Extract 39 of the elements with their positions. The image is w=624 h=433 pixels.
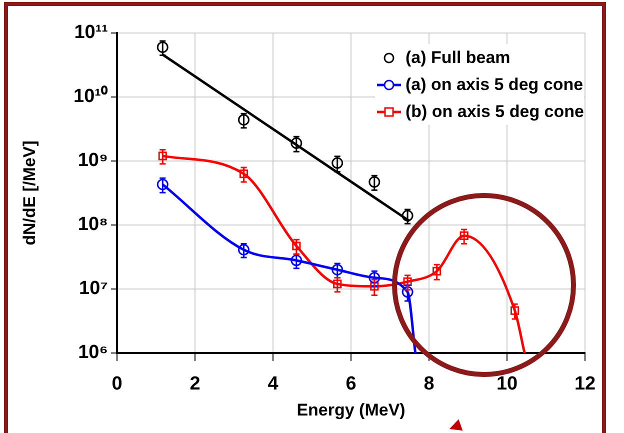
point bbox=[370, 282, 379, 291]
point bbox=[290, 254, 302, 266]
point bbox=[402, 286, 414, 298]
point bbox=[156, 41, 168, 53]
x-tick-label: 6 bbox=[346, 374, 356, 395]
x-tick-label: 2 bbox=[190, 374, 200, 395]
legend-label: (a) Full beam bbox=[405, 48, 510, 68]
y-tick-label: 10⁶ bbox=[78, 342, 108, 364]
point bbox=[332, 157, 344, 169]
x-tick-label: 8 bbox=[424, 374, 434, 395]
x-tick-label: 0 bbox=[112, 374, 122, 395]
legend-label: (a) on axis 5 deg cone bbox=[405, 74, 584, 94]
point bbox=[238, 244, 250, 256]
point bbox=[510, 306, 520, 315]
y-tick-label: 10⁹ bbox=[78, 150, 108, 172]
point bbox=[402, 210, 414, 222]
point bbox=[403, 277, 412, 286]
point bbox=[239, 170, 248, 178]
point bbox=[460, 231, 468, 240]
x-tick-label: 12 bbox=[574, 374, 596, 395]
point bbox=[368, 176, 380, 188]
y-tick-label: 10¹¹ bbox=[74, 22, 108, 44]
y-tick-label: 10⁸ bbox=[78, 214, 108, 236]
point bbox=[156, 178, 168, 190]
legend-label: (b) on axis 5 deg cone bbox=[405, 102, 584, 122]
point bbox=[333, 280, 342, 288]
x-tick-label: 10 bbox=[496, 374, 518, 395]
point bbox=[332, 264, 344, 276]
point bbox=[432, 266, 442, 276]
x-axis-title: Energy (MeV) bbox=[296, 400, 406, 420]
point bbox=[290, 137, 302, 149]
y-tick-label: 10⁷ bbox=[79, 278, 108, 300]
y-axis-title: dN/dE [/MeV] bbox=[20, 140, 39, 246]
point bbox=[292, 242, 301, 250]
point bbox=[368, 272, 380, 284]
point bbox=[238, 114, 250, 126]
point bbox=[158, 152, 167, 160]
y-tick-label: 10¹⁰ bbox=[74, 85, 108, 108]
x-tick-label: 4 bbox=[268, 374, 279, 395]
